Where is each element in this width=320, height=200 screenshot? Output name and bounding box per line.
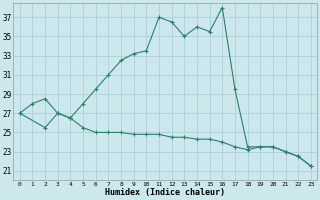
X-axis label: Humidex (Indice chaleur): Humidex (Indice chaleur) <box>105 188 225 197</box>
